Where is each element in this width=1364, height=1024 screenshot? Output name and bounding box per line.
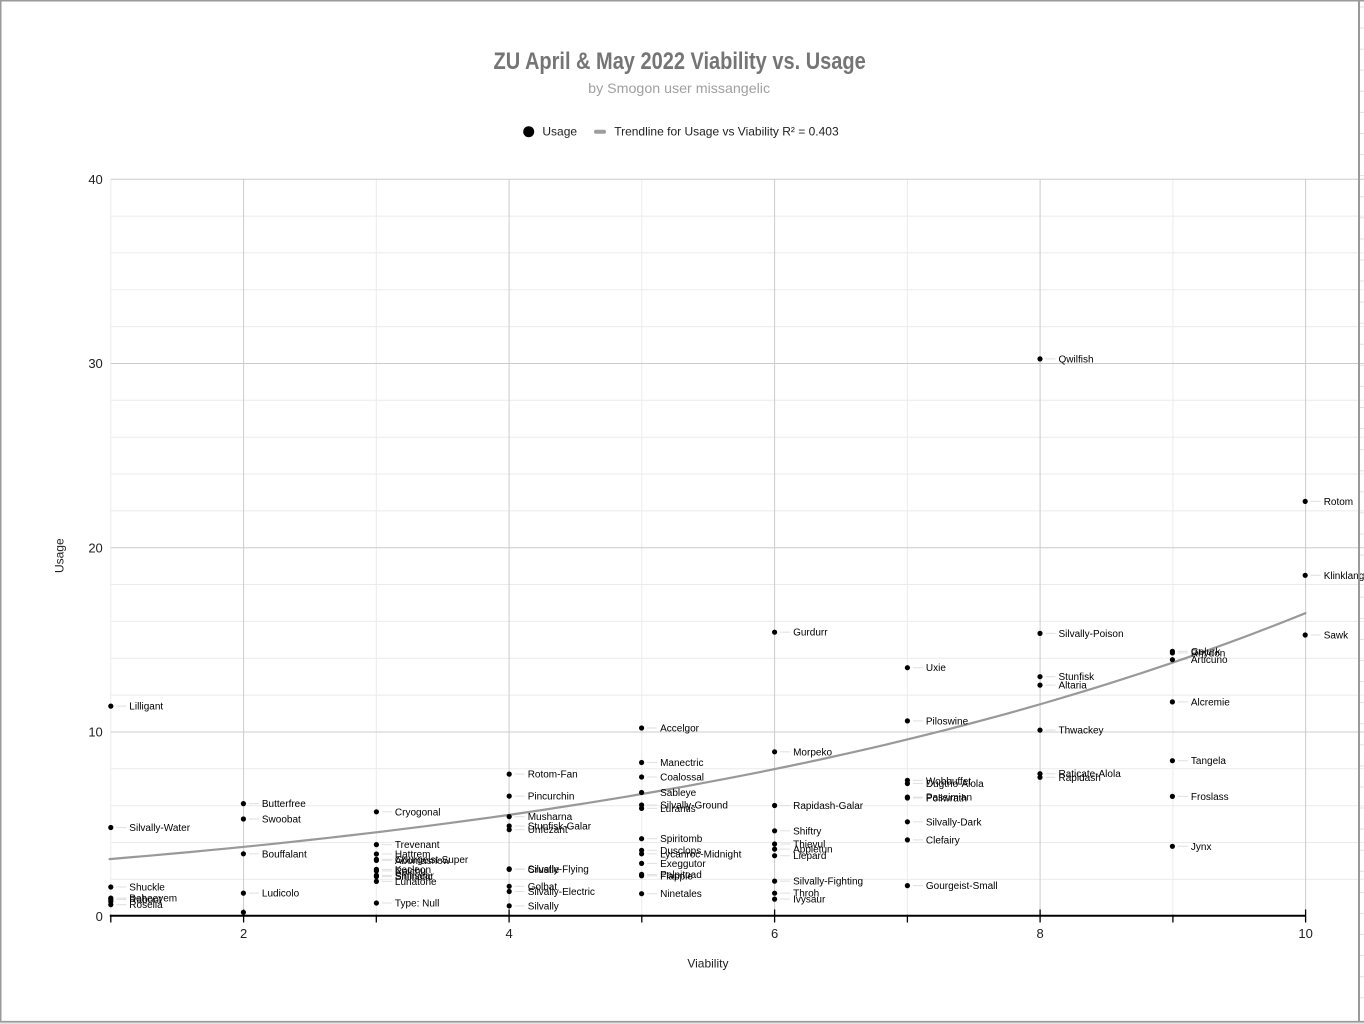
svg-text:Manectric: Manectric <box>660 758 703 769</box>
svg-text:Accelgor: Accelgor <box>660 724 700 735</box>
svg-text:Gurdurr: Gurdurr <box>793 628 828 639</box>
svg-text:Beheeyem: Beheeyem <box>129 894 177 905</box>
svg-text:Articuno: Articuno <box>1191 655 1228 666</box>
svg-text:Qwilfish: Qwilfish <box>1059 354 1094 365</box>
svg-text:Thwackey: Thwackey <box>1059 726 1104 737</box>
svg-text:6: 6 <box>771 926 778 941</box>
svg-text:30: 30 <box>88 356 102 371</box>
svg-text:Trevenant: Trevenant <box>395 840 440 851</box>
svg-text:Uxie: Uxie <box>926 663 946 674</box>
svg-text:Silvally-Flying: Silvally-Flying <box>528 865 589 876</box>
svg-text:Silvally-Electric: Silvally-Electric <box>528 887 595 898</box>
svg-text:Trendline for Usage vs Viabili: Trendline for Usage vs Viability R² = 0.… <box>614 125 839 139</box>
svg-text:Lurantis: Lurantis <box>660 804 696 815</box>
svg-text:Klinklang: Klinklang <box>1324 571 1364 582</box>
svg-text:Dugtrio-Alola: Dugtrio-Alola <box>926 779 984 790</box>
svg-text:Stunfisk: Stunfisk <box>1059 672 1096 683</box>
svg-text:Usage: Usage <box>53 538 67 573</box>
svg-text:Morpeko: Morpeko <box>793 747 832 758</box>
svg-text:Abomasnow: Abomasnow <box>395 856 451 867</box>
svg-text:Poliwrath: Poliwrath <box>926 794 967 805</box>
svg-text:Viability: Viability <box>687 957 728 971</box>
svg-text:Jynx: Jynx <box>1191 842 1212 853</box>
svg-text:Lycanroc-Midnight: Lycanroc-Midnight <box>660 849 742 860</box>
svg-text:Raticate-Alola: Raticate-Alola <box>1059 769 1122 780</box>
svg-text:Silvally-Dark: Silvally-Dark <box>926 817 983 828</box>
svg-text:Silvally-Fighting: Silvally-Fighting <box>793 877 863 888</box>
svg-text:Roselia: Roselia <box>129 900 163 911</box>
svg-text:Tangela: Tangela <box>1191 756 1226 767</box>
svg-text:Usage: Usage <box>542 125 577 139</box>
svg-text:Ivysaur: Ivysaur <box>793 895 826 906</box>
svg-text:Rotom-Fan: Rotom-Fan <box>528 770 578 781</box>
svg-text:Piloswine: Piloswine <box>926 716 969 727</box>
svg-text:4: 4 <box>505 926 512 941</box>
svg-text:Appletun: Appletun <box>793 845 832 856</box>
svg-text:40: 40 <box>88 172 102 187</box>
svg-text:Spiritomb: Spiritomb <box>660 834 703 845</box>
svg-text:Liepard: Liepard <box>793 851 826 862</box>
svg-text:Ludicolo: Ludicolo <box>262 889 300 900</box>
svg-text:2: 2 <box>240 926 247 941</box>
svg-text:Gourgeist-Small: Gourgeist-Small <box>926 881 998 892</box>
svg-text:20: 20 <box>88 540 102 555</box>
svg-text:Kecleon: Kecleon <box>395 865 431 876</box>
svg-text:8: 8 <box>1036 926 1043 941</box>
svg-text:Silvally-Water: Silvally-Water <box>129 823 190 834</box>
svg-text:Sableye: Sableye <box>660 788 697 799</box>
svg-text:Lilligant: Lilligant <box>129 702 163 713</box>
svg-text:Swoobat: Swoobat <box>262 815 301 826</box>
svg-text:10: 10 <box>88 725 102 740</box>
svg-text:Exeggutor: Exeggutor <box>660 859 706 870</box>
svg-text:Clefairy: Clefairy <box>926 835 960 846</box>
svg-text:Butterfree: Butterfree <box>262 799 306 810</box>
svg-text:Lunatone: Lunatone <box>395 877 437 888</box>
svg-text:ZU April & May 2022 Viability: ZU April & May 2022 Viability vs. Usage <box>494 48 866 75</box>
svg-text:Silvally: Silvally <box>528 901 559 912</box>
svg-text:by Smogon user missangelic: by Smogon user missangelic <box>588 80 770 96</box>
svg-text:Hattrem: Hattrem <box>395 850 431 861</box>
svg-text:Dusclops: Dusclops <box>660 846 701 857</box>
svg-text:Crustle: Crustle <box>528 865 560 876</box>
svg-text:Altaria: Altaria <box>1059 681 1088 692</box>
svg-text:Flapple: Flapple <box>660 871 693 882</box>
svg-text:Shiftry: Shiftry <box>793 826 821 837</box>
svg-text:Golbat: Golbat <box>528 882 558 893</box>
svg-text:Gourgeist-Super: Gourgeist-Super <box>395 855 469 866</box>
svg-text:Cryogonal: Cryogonal <box>395 807 441 818</box>
svg-text:Thievul: Thievul <box>793 840 825 851</box>
svg-text:Passimian: Passimian <box>926 793 972 804</box>
svg-text:Silvally-Poison: Silvally-Poison <box>1059 629 1124 640</box>
svg-text:Rotom: Rotom <box>1324 497 1353 508</box>
svg-text:Coalossal: Coalossal <box>660 773 704 784</box>
svg-text:Stunfisk-Galar: Stunfisk-Galar <box>528 822 592 833</box>
svg-text:Froslass: Froslass <box>1191 792 1229 803</box>
svg-text:Rapidash-Galar: Rapidash-Galar <box>793 801 864 812</box>
svg-text:Golurk: Golurk <box>1191 647 1221 658</box>
svg-text:0: 0 <box>96 909 103 924</box>
svg-text:Type: Null: Type: Null <box>395 899 439 910</box>
svg-text:Wobbuffet: Wobbuffet <box>926 777 971 788</box>
svg-text:Rapidash: Rapidash <box>1059 773 1101 784</box>
svg-text:Bouffalant: Bouffalant <box>262 849 307 860</box>
svg-text:Raichu: Raichu <box>395 866 426 877</box>
svg-text:Throh: Throh <box>793 889 819 900</box>
svg-text:Rhydon: Rhydon <box>1191 648 1225 659</box>
svg-text:Raboot: Raboot <box>129 895 161 906</box>
svg-text:Alcremie: Alcremie <box>1191 697 1230 708</box>
svg-text:Unfezant: Unfezant <box>528 825 568 836</box>
svg-text:Shiinotic: Shiinotic <box>395 872 433 883</box>
svg-text:Sawk: Sawk <box>1324 631 1349 642</box>
svg-text:Musharna: Musharna <box>528 812 573 823</box>
svg-text:Ninetales: Ninetales <box>660 889 702 900</box>
svg-text:Pincurchin: Pincurchin <box>528 792 575 803</box>
svg-text:Shuckle: Shuckle <box>129 883 165 894</box>
svg-text:Simisear: Simisear <box>395 871 435 882</box>
svg-text:Silvally-Ground: Silvally-Ground <box>660 801 728 812</box>
svg-text:10: 10 <box>1298 926 1312 941</box>
svg-text:Palpitoad: Palpitoad <box>660 870 702 881</box>
